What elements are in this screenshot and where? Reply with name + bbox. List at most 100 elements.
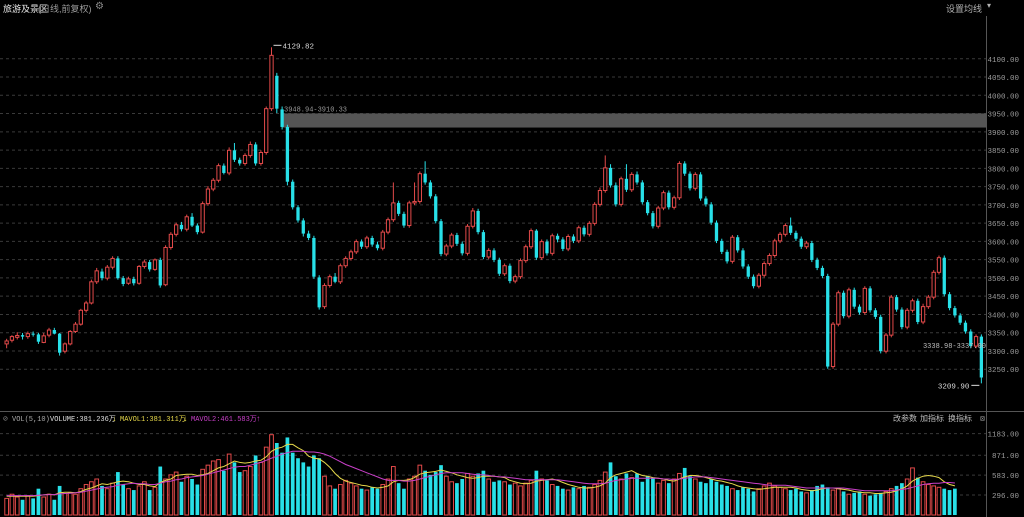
candle-body-down	[799, 238, 803, 247]
volume-bar-down	[317, 458, 322, 515]
candle-body-down	[820, 267, 825, 276]
volume-bar-up	[465, 472, 470, 516]
settings-ma-button[interactable]: 设置均线	[945, 4, 982, 14]
volume-bar-down	[799, 491, 804, 515]
candle-body-down	[947, 294, 952, 309]
volume-bar-up	[830, 489, 836, 516]
volume-bar-down	[746, 488, 751, 515]
candle-body-down	[190, 216, 194, 226]
volume-bar-up	[417, 464, 423, 516]
volume-bar-up	[327, 485, 333, 516]
candle-body-up	[343, 257, 348, 267]
volume-bar-up	[142, 481, 147, 516]
candle-body-up	[592, 203, 597, 224]
high-price-label: 4129.82	[283, 43, 315, 51]
indicator-toggle-icon[interactable]: ⊘	[3, 415, 8, 424]
candle-body-down	[725, 251, 729, 262]
indicator-menu-item[interactable]: 加指标	[920, 413, 944, 424]
candle-body-down	[900, 309, 904, 328]
volume-bar-down	[396, 483, 401, 515]
volume-bar-up	[67, 492, 73, 516]
volume-bar-down	[878, 492, 883, 515]
candle-body-down	[476, 210, 480, 233]
vol-legend-volume: VOLUME:381.236万	[50, 415, 116, 424]
price-tick-label: 3600.00	[987, 239, 1019, 247]
candle-body-down	[698, 174, 703, 199]
close-indicator-icon[interactable]: ⊠	[980, 415, 985, 424]
gear-icon[interactable]: ⚙	[95, 1, 104, 12]
candle-body-down	[455, 235, 459, 244]
volume-bar-down	[640, 481, 645, 515]
volume-bar-up	[104, 488, 110, 516]
volume-bar-down	[190, 479, 194, 515]
candle-body-up	[385, 219, 391, 233]
candle-body-down	[434, 196, 438, 222]
volume-bar-up	[380, 484, 386, 516]
volume-bar-down	[735, 490, 740, 515]
candle-body-down	[296, 207, 300, 221]
price-tick-label: 3500.00	[987, 276, 1019, 284]
price-tick-label: 3450.00	[987, 294, 1019, 302]
candle-body-down	[651, 213, 655, 227]
price-tick-label: 4000.00	[987, 93, 1019, 101]
candle-body-up	[242, 154, 248, 164]
candle-body-down	[709, 204, 713, 223]
candle-body-up	[110, 257, 115, 268]
volume-bar-up	[247, 466, 253, 516]
candle-body-down	[879, 316, 883, 352]
volume-bar-down	[370, 487, 375, 515]
candle-body-down	[534, 230, 539, 258]
candle-body-down	[397, 202, 401, 214]
candle-body-up	[576, 227, 581, 242]
price-tick-label: 3850.00	[987, 148, 1019, 156]
caret-down-icon[interactable]: ▾	[986, 1, 991, 10]
candle-body-down	[826, 275, 830, 367]
candle-body-down	[746, 266, 750, 277]
volume-bar-down	[613, 476, 618, 515]
volume-bar-down	[433, 472, 438, 515]
volume-bar-down	[312, 455, 316, 515]
price-range-label: 3338.98-3337.00	[923, 343, 986, 351]
volume-bar-up	[136, 485, 142, 516]
volume-bar-up	[592, 484, 598, 516]
volume-bar-down	[582, 485, 586, 515]
volume-bar-down	[841, 491, 846, 515]
candle-body-up	[25, 333, 30, 338]
volume-bar-up	[671, 478, 677, 516]
price-tick-label: 3550.00	[987, 258, 1019, 266]
volume-bar-up	[586, 486, 592, 516]
candle-body-up	[539, 241, 544, 259]
candle-body-up	[550, 235, 555, 254]
volume-bar-down	[561, 488, 565, 515]
candle-body-up	[661, 192, 666, 209]
volume-bar-up	[539, 478, 545, 516]
volume-bar-up	[25, 495, 31, 516]
volume-bar-up	[629, 477, 635, 516]
volume-bar-down	[894, 485, 899, 515]
candle-body-down	[333, 276, 337, 282]
indicator-menu-item[interactable]: 改参数	[893, 413, 917, 424]
volume-bar-down	[31, 498, 35, 515]
volume-bar-down	[651, 477, 655, 515]
candle-body-up	[777, 233, 783, 242]
candle-body-up	[656, 207, 661, 227]
candle-body-down	[916, 300, 920, 322]
candle-body-down	[253, 144, 258, 164]
candle-body-down	[370, 237, 374, 245]
volume-bar-down	[645, 476, 650, 515]
candle-body-down	[428, 182, 433, 197]
candle-body-up	[804, 242, 809, 248]
candle-body-down	[232, 150, 237, 160]
volume-bar-down	[36, 488, 41, 515]
volume-bar-up	[486, 478, 492, 516]
candle-body-down	[942, 257, 946, 295]
indicator-menu-item[interactable]: 换指标	[948, 413, 972, 424]
candle-body-up	[105, 266, 110, 279]
volume-bar-down	[915, 477, 920, 515]
candle-body-up	[465, 225, 470, 254]
volume-bar-up	[412, 475, 417, 516]
candle-body-up	[407, 202, 412, 227]
volume-bar-up	[163, 478, 168, 516]
candle-body-up	[931, 271, 936, 298]
